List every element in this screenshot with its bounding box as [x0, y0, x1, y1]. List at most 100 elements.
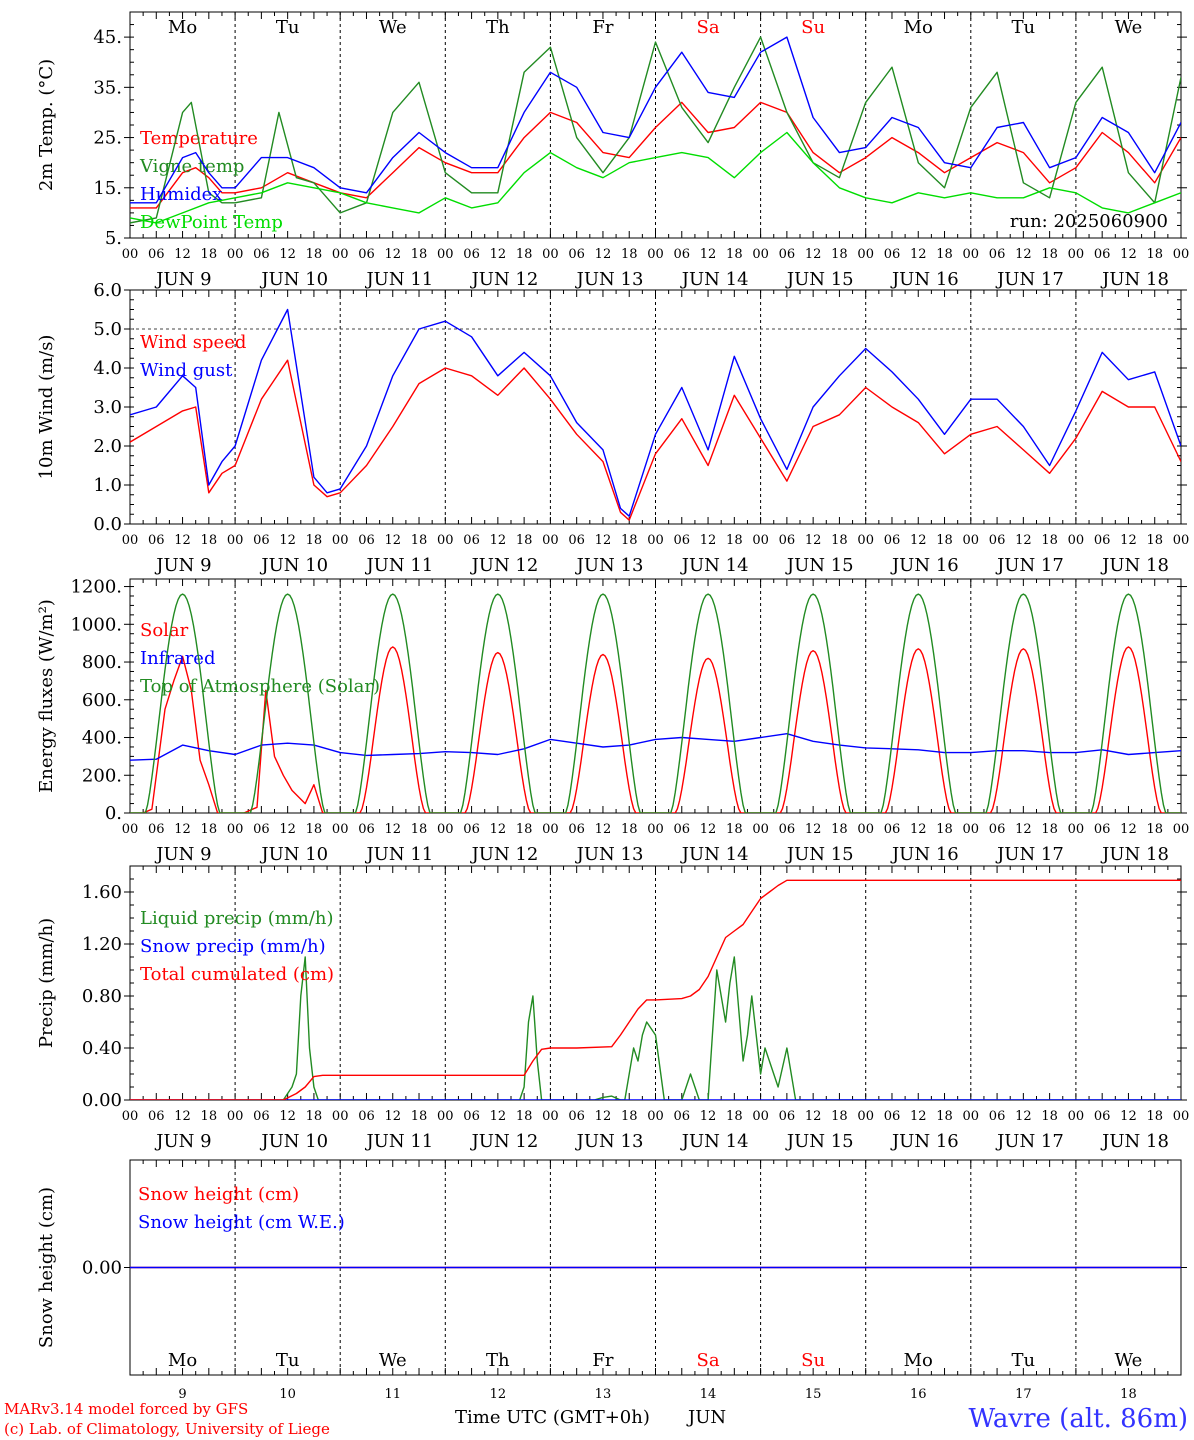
hour-tick-label: 18 — [1041, 247, 1058, 262]
hour-tick-label: 00 — [227, 1109, 244, 1124]
hour-tick-label: 12 — [1120, 247, 1137, 262]
hour-tick-label: 00 — [647, 1109, 664, 1124]
series-line — [130, 956, 1181, 1100]
panel-temperature: 5. 15. 25. 35. 45. 2m Temp. (°C) Mo Tu We Th Fr Sa S… — [36, 11, 1189, 290]
hour-tick-label: 06 — [148, 533, 165, 548]
day-label: JUN 11 — [364, 1131, 433, 1152]
y-axis-title: Precip (mm/h) — [36, 918, 57, 1048]
hour-tick-label: 06 — [358, 822, 375, 837]
day-number-label: 14 — [700, 1387, 717, 1402]
hour-tick-label: 18 — [936, 533, 953, 548]
month-label: JUN — [686, 1407, 726, 1428]
panel-precip: 0.00 0.40 0.80 1.20 1.60 Precip (mm/h) 00 06 12 1… — [36, 865, 1190, 1152]
y-tick-label: 5. — [105, 228, 122, 249]
hour-tick-label: 00 — [752, 533, 769, 548]
hour-tick-label: 18 — [936, 822, 953, 837]
hour-tick-label: 12 — [490, 247, 507, 262]
day-number-label: 11 — [384, 1387, 401, 1402]
hour-tick-label: 00 — [857, 533, 874, 548]
hour-tick-label: 12 — [910, 247, 927, 262]
hour-tick-label: 00 — [1068, 822, 1085, 837]
hour-tick-label: 18 — [201, 1109, 218, 1124]
y-tick-label: 600. — [82, 690, 122, 711]
y-tick-label: 3.0 — [93, 397, 122, 418]
hour-tick-label: 12 — [595, 822, 612, 837]
legend-entry: Solar — [140, 620, 189, 641]
day-label: JUN 10 — [259, 269, 328, 290]
hour-tick-label: 06 — [674, 247, 691, 262]
hour-tick-label: 12 — [805, 247, 822, 262]
hour-tick-label: 00 — [542, 822, 559, 837]
hour-tick-label: 18 — [516, 247, 533, 262]
weekday-label: Sa — [697, 1350, 720, 1371]
series-line — [130, 593, 1181, 813]
hour-tick-label: 00 — [1173, 1109, 1190, 1124]
hour-tick-label: 00 — [332, 822, 349, 837]
hour-tick-label: 06 — [884, 533, 901, 548]
day-label: JUN 9 — [154, 1131, 211, 1152]
hour-tick-label: 12 — [490, 822, 507, 837]
day-number-label: 10 — [279, 1387, 296, 1402]
hour-tick-label: 18 — [621, 533, 638, 548]
hour-tick-label: 18 — [831, 247, 848, 262]
hour-tick-label: 06 — [568, 533, 585, 548]
hour-tick-label: 06 — [568, 1109, 585, 1124]
hour-tick-label: 12 — [910, 822, 927, 837]
y-tick-label: 1.20 — [82, 934, 122, 955]
hour-tick-label: 00 — [963, 822, 980, 837]
hour-tick-label: 18 — [201, 247, 218, 262]
hour-tick-label: 06 — [779, 1109, 796, 1124]
hour-tick-label: 06 — [463, 247, 480, 262]
hour-tick-label: 12 — [279, 533, 296, 548]
y-tick-label: 1.0 — [93, 475, 122, 496]
run-label: run: 2025060900 — [1010, 211, 1168, 232]
day-label: JUN 10 — [259, 844, 328, 865]
y-tick-label: 800. — [82, 652, 122, 673]
day-number-label: 18 — [1120, 1387, 1137, 1402]
hour-tick-label: 00 — [647, 533, 664, 548]
y-axis-title: Energy fluxes (W/m²) — [36, 599, 57, 793]
weekday-label: Mo — [168, 17, 197, 38]
hour-tick-label: 18 — [201, 533, 218, 548]
hour-tick-label: 00 — [857, 247, 874, 262]
hour-tick-label: 12 — [1015, 1109, 1032, 1124]
hour-tick-label: 06 — [989, 1109, 1006, 1124]
station-name: Wavre (alt. 86m) — [968, 1404, 1188, 1434]
y-tick-label: 45. — [93, 27, 122, 48]
day-label: JUN 12 — [470, 555, 539, 576]
hour-tick-label: 18 — [411, 1109, 428, 1124]
hour-tick-label: 00 — [752, 247, 769, 262]
day-label: JUN 18 — [1100, 269, 1169, 290]
hour-tick-label: 12 — [595, 247, 612, 262]
series-line — [130, 131, 1181, 224]
weekday-label: Th — [486, 17, 510, 38]
day-label: JUN 13 — [575, 269, 644, 290]
day-label: JUN 16 — [890, 555, 959, 576]
hour-tick-label: 00 — [332, 533, 349, 548]
hour-tick-label: 12 — [595, 533, 612, 548]
weekday-label: We — [1115, 17, 1143, 38]
legend-entry: Infrared — [140, 648, 215, 669]
hour-tick-label: 12 — [384, 1109, 401, 1124]
hour-tick-label: 18 — [831, 1109, 848, 1124]
y-tick-label: 25. — [93, 128, 122, 149]
series-line — [130, 646, 1181, 813]
hour-tick-label: 06 — [148, 1109, 165, 1124]
hour-tick-label: 06 — [884, 1109, 901, 1124]
model-credit: MARv3.14 model forced by GFS — [4, 1400, 248, 1418]
y-axis-title: 10m Wind (m/s) — [36, 335, 57, 480]
panel-wind: 0.0 1.0 2.0 3.0 4.0 5.0 6.0 10m Wind (m/s) 00 06 1… — [36, 280, 1189, 576]
hour-tick-label: 06 — [674, 1109, 691, 1124]
hour-tick-label: 06 — [463, 1109, 480, 1124]
day-label: JUN 12 — [470, 844, 539, 865]
day-label: JUN 9 — [154, 844, 211, 865]
hour-tick-label: 00 — [1068, 1109, 1085, 1124]
hour-tick-label: 18 — [411, 533, 428, 548]
hour-tick-label: 18 — [306, 822, 323, 837]
hour-tick-label: 12 — [279, 1109, 296, 1124]
hour-tick-label: 06 — [253, 1109, 270, 1124]
weekday-label: Sa — [697, 17, 720, 38]
day-label: JUN 11 — [364, 555, 433, 576]
hour-tick-label: 00 — [1173, 533, 1190, 548]
hour-tick-label: 12 — [384, 533, 401, 548]
